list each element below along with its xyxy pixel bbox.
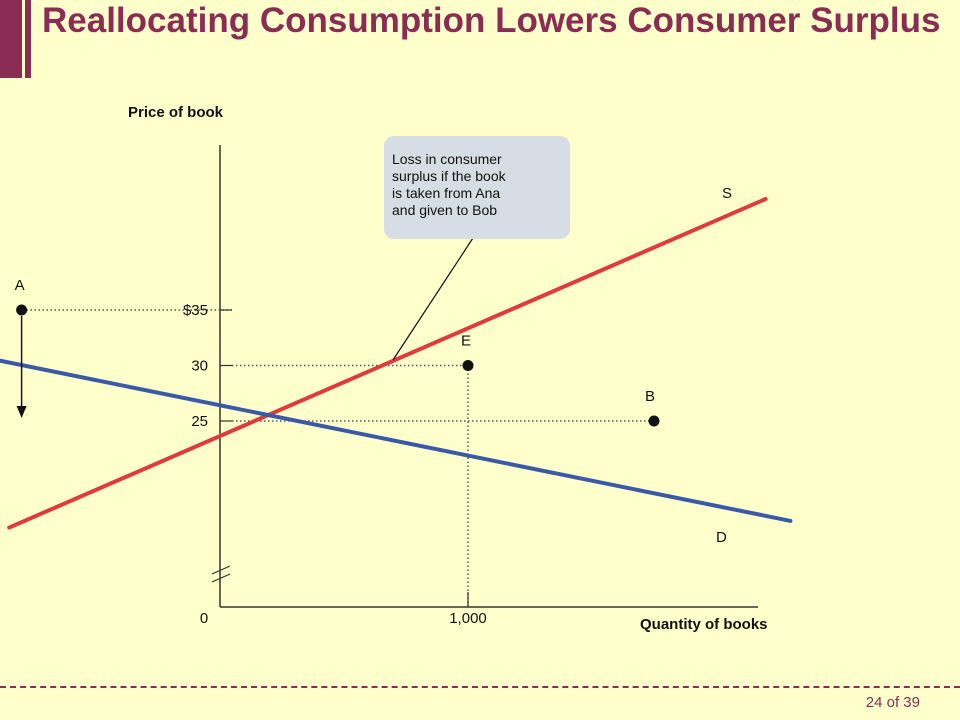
callout-text-line: is taken from Ana xyxy=(392,185,500,201)
callout-box xyxy=(384,136,570,239)
axis-break-mark xyxy=(211,573,231,583)
point-e xyxy=(462,360,474,371)
y-axis-title: Price of book xyxy=(128,104,224,121)
point-label-a: A xyxy=(15,277,25,294)
y-tick-label: 25 xyxy=(191,413,208,430)
arrow-head xyxy=(16,406,27,418)
callout-text-line: and given to Bob xyxy=(392,202,497,218)
y-tick-label: 30 xyxy=(191,358,208,375)
callout-text-line: Loss in consumer xyxy=(392,151,502,167)
y-tick-label: $35 xyxy=(183,302,208,319)
title-accent-stripe xyxy=(25,0,31,78)
x-tick-label: 1,000 xyxy=(449,610,487,627)
supply-curve-label: S xyxy=(722,185,732,202)
point-a xyxy=(16,304,28,316)
point-label-b: B xyxy=(645,388,655,405)
callout-pointer xyxy=(392,237,474,361)
page-number: 24 of 39 xyxy=(865,694,920,711)
title-accent-bar xyxy=(0,0,22,78)
x-tick-label: 0 xyxy=(200,610,208,627)
demand-curve-label: D xyxy=(716,529,727,546)
callout-text-line: surplus if the book xyxy=(392,168,507,184)
axis-break-mark xyxy=(211,565,231,575)
point-label-e: E xyxy=(461,333,471,350)
demand-curve xyxy=(0,358,793,523)
footer-divider xyxy=(0,686,960,688)
supply-curve xyxy=(7,197,768,530)
point-b xyxy=(648,415,660,427)
x-axis-title: Quantity of books xyxy=(640,616,768,633)
slide-title: Reallocating Consumption Lowers Consumer… xyxy=(42,1,941,40)
